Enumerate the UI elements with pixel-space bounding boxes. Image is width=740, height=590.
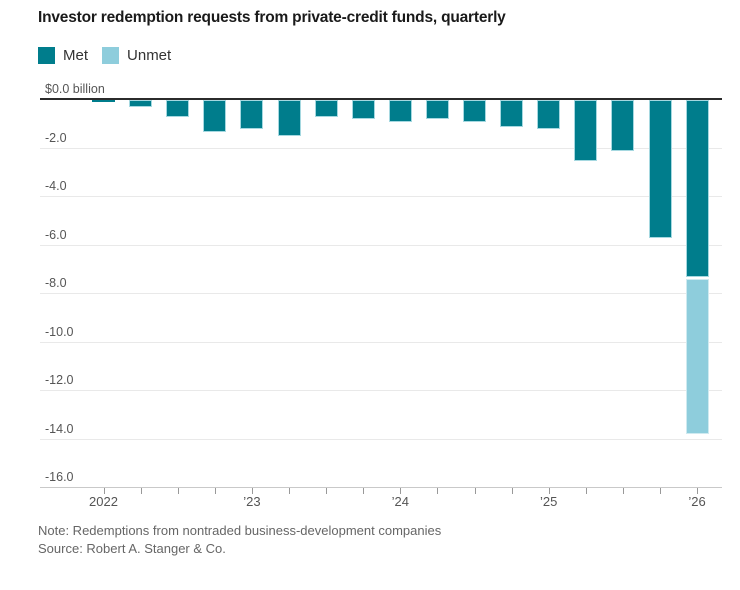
chart-title: Investor redemption requests from privat… xyxy=(38,9,506,26)
x-axis-tick xyxy=(437,488,439,494)
x-axis-tick xyxy=(363,488,365,494)
y-axis-tick-label: -4.0 xyxy=(45,179,67,193)
x-axis-tick xyxy=(474,488,476,494)
bar-met-2023-q3 xyxy=(314,100,338,117)
bar-unmet-2026-q1 xyxy=(685,279,709,434)
bar-met-2023-q1 xyxy=(240,100,264,130)
bar-met-2023-q4 xyxy=(351,100,375,120)
gridline xyxy=(40,341,722,343)
legend-label-met: Met xyxy=(63,47,89,64)
bar-met-2024-q3 xyxy=(463,100,486,122)
note-text: Note: Redemptions from nontraded busines… xyxy=(38,523,442,538)
met-swatch-icon xyxy=(38,47,55,64)
gridline xyxy=(40,147,722,149)
x-axis-tick xyxy=(289,488,290,494)
legend-label-unmet: Unmet xyxy=(127,47,172,64)
gridline xyxy=(40,196,722,197)
bar-met-2025-q3 xyxy=(611,100,635,151)
gridline xyxy=(40,244,722,246)
x-axis-tick xyxy=(400,488,402,494)
x-axis-tick xyxy=(585,488,587,494)
gridline xyxy=(40,390,722,391)
source-text: Source: Robert A. Stanger & Co. xyxy=(38,541,226,556)
legend-item-unmet: Unmet xyxy=(102,47,171,64)
x-axis-tick xyxy=(214,488,216,494)
y-axis-tick-label: -2.0 xyxy=(45,130,67,145)
footnote: Note: Redemptions from nontraded busines… xyxy=(38,522,441,558)
bar-met-2025-q1 xyxy=(537,100,561,130)
gridline xyxy=(40,293,722,294)
bar-met-2022-q3 xyxy=(166,100,190,117)
y-axis-tick-label: -16.0 xyxy=(45,470,74,484)
x-axis-year-label: ’24 xyxy=(391,494,409,509)
bar-met-2025-q4 xyxy=(648,100,672,239)
x-axis-tick xyxy=(622,488,624,494)
x-axis-tick xyxy=(177,488,179,494)
x-axis-tick xyxy=(511,488,513,494)
legend: Met Unmet xyxy=(38,47,171,64)
y-axis-tick-label: -6.0 xyxy=(45,227,67,242)
bar-met-2024-q2 xyxy=(425,100,449,120)
unmet-swatch-icon xyxy=(102,47,120,64)
y-axis-tick-label: -10.0 xyxy=(45,324,74,339)
gridline xyxy=(40,487,722,488)
bar-met-2022-q2 xyxy=(129,100,153,108)
bar-met-2025-q2 xyxy=(574,100,598,161)
x-axis-tick xyxy=(660,488,661,494)
x-axis-tick xyxy=(326,488,328,494)
x-axis-year-label: ’23 xyxy=(243,494,261,509)
bar-met-2024-q1 xyxy=(388,100,412,122)
legend-item-met: Met xyxy=(38,47,88,64)
y-axis-tick-label: -8.0 xyxy=(45,276,67,290)
y-axis-tick-label: -14.0 xyxy=(45,421,74,436)
x-axis-tick xyxy=(103,488,105,494)
bar-met-2026-q1 xyxy=(685,100,709,278)
zero-line xyxy=(40,98,722,100)
bar-met-2023-q2 xyxy=(277,100,301,137)
bar-met-2022-q4 xyxy=(203,100,227,132)
x-axis-tick xyxy=(140,488,142,494)
x-axis-tick xyxy=(697,488,699,494)
x-axis-tick xyxy=(251,488,253,494)
bar-met-2024-q4 xyxy=(500,100,524,127)
x-axis-year-label: ’26 xyxy=(688,494,706,509)
x-axis-tick xyxy=(548,488,550,494)
x-axis-year-label: 2022 xyxy=(89,494,118,509)
bar-met-2022-q1 xyxy=(92,100,115,103)
gridline xyxy=(40,438,722,440)
y-axis-tick-label: -12.0 xyxy=(45,373,74,387)
x-axis-year-label: ’25 xyxy=(540,494,558,509)
y-axis-tick-label: $0.0 billion xyxy=(45,82,105,96)
